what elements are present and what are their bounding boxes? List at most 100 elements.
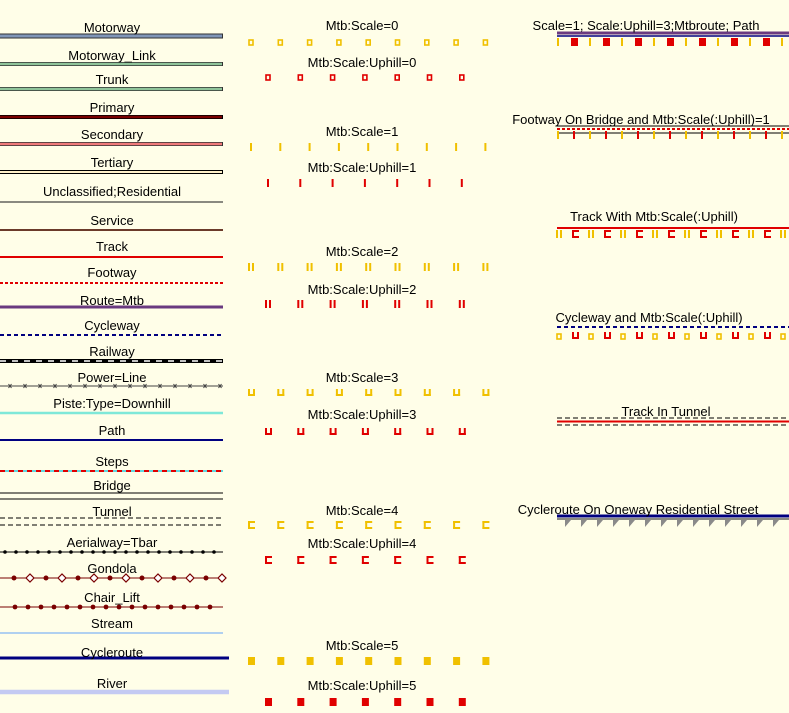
scale-2-marker (339, 263, 342, 271)
power-line-marker (188, 383, 192, 389)
scale-1-marker (653, 131, 655, 139)
uphill-4-marker (572, 230, 574, 238)
scale-4-marker (482, 527, 490, 529)
gondola-dot (11, 575, 17, 581)
gondola-dot (139, 575, 145, 581)
scale-3-marker (311, 389, 314, 396)
uphill-1-marker (701, 131, 703, 139)
mtb-scale-0-uphill-label: Mtb:Scale:Uphill=0 (307, 55, 417, 70)
uphill-0-marker (394, 74, 401, 81)
tbar-dot (69, 550, 73, 554)
scale-2-marker (588, 230, 590, 238)
gondola-dot (75, 575, 81, 581)
uphill-4-marker (394, 562, 402, 564)
scale-1-marker (653, 38, 655, 46)
uphill-4-marker (458, 562, 466, 564)
scale-0-marker (336, 39, 342, 46)
uphill-0-marker (297, 74, 304, 81)
uphill-2-marker (462, 300, 465, 308)
scale-1-marker (455, 143, 458, 151)
scale-3-marker (340, 389, 343, 396)
uphill-3-marker (609, 332, 611, 339)
scale-4-marker (394, 527, 402, 529)
scale-3-marker (365, 389, 368, 396)
scale-2-marker (716, 230, 718, 238)
mtb-scale-5-label: Mtb:Scale=5 (325, 638, 399, 653)
legend-motorway-label: Motorway (83, 20, 141, 35)
scale-0-marker (748, 333, 754, 340)
mtb-scale-3-uphill-label: Mtb:Scale:Uphill=3 (307, 407, 417, 422)
scale-3-marker (253, 389, 255, 396)
uphill-2-marker (458, 300, 461, 308)
uphill-4-marker (394, 556, 397, 564)
uphill-4-marker (604, 230, 611, 232)
legend-bridge-label: Bridge (93, 478, 131, 493)
uphill-5-marker (603, 38, 610, 46)
uphill-3-marker (302, 428, 305, 435)
uphill-3-marker (329, 433, 337, 435)
scale-4-marker (423, 521, 431, 523)
uphill-4-marker (700, 230, 702, 238)
scale-4-marker (248, 521, 255, 523)
chairlift-dot (103, 604, 109, 610)
scale-4-marker (394, 521, 397, 529)
scale-2-marker (248, 263, 250, 271)
uphill-5-marker (763, 38, 770, 46)
uphill-4-marker (604, 236, 611, 238)
uphill-3-marker (700, 332, 702, 339)
uphill-5-marker (426, 698, 434, 706)
scale-4-marker (335, 521, 338, 529)
scale-1-marker (621, 131, 623, 139)
scale-3-marker (458, 389, 461, 396)
uphill-3-marker (705, 332, 707, 339)
uphill-3-marker (732, 332, 734, 339)
mtb-scale-1-label: Mtb:Scale=1 (325, 124, 399, 139)
uphill-4-marker (732, 230, 739, 232)
scale-0-marker (423, 39, 430, 46)
scale-4-marker (423, 527, 431, 529)
scale-1-marker (589, 38, 591, 46)
uphill-3-marker (458, 428, 461, 435)
tbar-dot (91, 550, 95, 554)
uphill-1-marker (331, 179, 334, 187)
scale-3-marker (453, 389, 456, 396)
tbar-dot (80, 550, 84, 554)
scale-2-marker (556, 230, 558, 238)
mtb-scale-4-uphill-label: Mtb:Scale:Uphill=4 (307, 536, 417, 551)
scale-4-marker (248, 527, 255, 529)
tbar-dot (36, 550, 40, 554)
uphill-1-marker (299, 179, 302, 187)
scale-4-marker (453, 527, 461, 529)
scale-1-marker (749, 131, 751, 139)
scale-1-marker (279, 143, 282, 151)
legend-cycleway-label: Cycleway (84, 318, 140, 333)
scale-0-marker (684, 333, 690, 340)
chairlift-dot (207, 604, 213, 610)
gondola-cabin-icon (153, 573, 163, 583)
legend-river-label: River (96, 676, 128, 691)
uphill-3-marker (700, 337, 707, 339)
uphill-4-marker (572, 236, 579, 238)
scale-2-marker (252, 263, 254, 271)
scale-4-marker (394, 521, 402, 523)
uphill-4-marker (668, 230, 675, 232)
scale-4-marker (277, 521, 285, 523)
scale-2-marker (656, 230, 658, 238)
gondola-cabin-icon (57, 573, 67, 583)
scale-2-marker (684, 230, 686, 238)
scale-1-marker (425, 143, 428, 151)
uphill-4-marker (361, 556, 364, 564)
scale-1-marker (367, 143, 370, 151)
scale-4-marker (277, 521, 280, 529)
uphill-5-marker (394, 698, 402, 706)
uphill-2-marker (430, 300, 433, 308)
gondola-cabin-icon (217, 573, 227, 583)
uphill-4-marker (636, 236, 643, 238)
uphill-4-marker (426, 556, 429, 564)
uphill-3-marker (265, 428, 267, 435)
uphill-5-marker (458, 698, 466, 706)
oneway-arrow-icon (773, 520, 779, 527)
uphill-4-marker (265, 556, 267, 564)
scale-3-marker (423, 394, 431, 396)
